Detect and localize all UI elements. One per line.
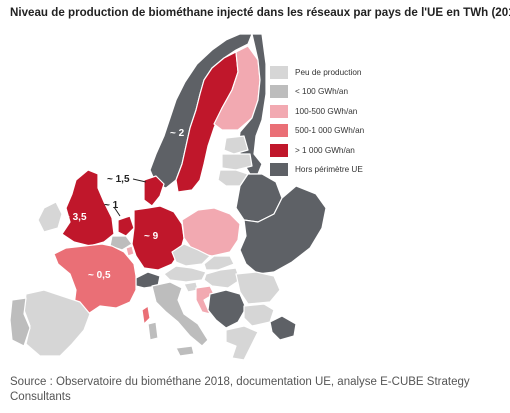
country-netherlands [117,215,135,237]
label-france: ~ 0,5 [88,270,111,281]
country-estonia [223,135,249,155]
country-romania [235,271,281,305]
country-balkans [207,289,247,329]
legend-label: < 100 GWh/an [295,87,349,97]
country-denmark [143,175,165,207]
country-croatia [195,285,215,315]
legend-swatch [270,124,288,138]
country-spain [23,289,91,357]
legend-swatch [270,66,288,79]
country-sicily [175,345,195,357]
legend-item: > 1 000 GWh/an [270,142,364,159]
legend-item: < 100 GWh/an [270,83,364,100]
legend-swatch [270,104,288,118]
label-netherlands: ~ 1 [104,200,119,211]
country-austria [163,265,207,283]
country-portugal [9,297,31,347]
country-belgium [109,235,133,251]
legend-label: Peu de production [295,68,362,77]
country-ireland [37,201,63,233]
map-title: Niveau de production de biométhane injec… [10,6,510,19]
legend-item: Peu de production [270,64,364,81]
legend-swatch [270,162,288,176]
map-legend: Peu de production < 100 GWh/an 100-500 GWh… [270,64,364,180]
country-latvia [221,153,253,171]
country-luxembourg [125,245,135,257]
label-uk: ~ 3,5 [64,212,87,223]
country-sardinia [147,321,159,341]
country-bulgaria [243,303,275,327]
country-hungary [203,267,241,289]
label-sweden: ~ 2 [170,128,185,139]
label-germany: ~ 9 [144,231,159,242]
legend-label: 500-1 000 GWh/an [295,126,365,136]
country-turkey [269,315,297,341]
legend-label: 100-500 GWh/an [295,106,358,116]
legend-item: 500-1 000 GWh/an [270,122,364,139]
country-ukraine [239,185,327,275]
legend-label: > 1 000 GWh/an [295,145,355,155]
country-uk [61,169,115,247]
legend-swatch [270,85,288,99]
country-slovakia [203,255,235,271]
netherlands-leader-line [113,206,121,217]
label-denmark: ~ 1,5 [107,174,130,185]
country-czech [171,243,211,267]
country-italy [151,281,209,347]
denmark-leader-line [132,178,147,183]
legend-item: 100-500 GWh/an [270,103,364,120]
legend-label: Hors périmètre UE [295,164,363,174]
source-note: Source : Observatoire du biométhane 2018… [10,376,470,403]
country-corsica [141,305,151,325]
country-france [53,243,137,315]
country-greece [225,325,259,361]
legend-swatch [270,143,288,157]
legend-item: Hors périmètre UE [270,161,364,178]
europe-map: ~ 3,5 ~ 9 ~ 0,5 ~ 2 ~ 1,5 ~ 1 [9,33,327,361]
